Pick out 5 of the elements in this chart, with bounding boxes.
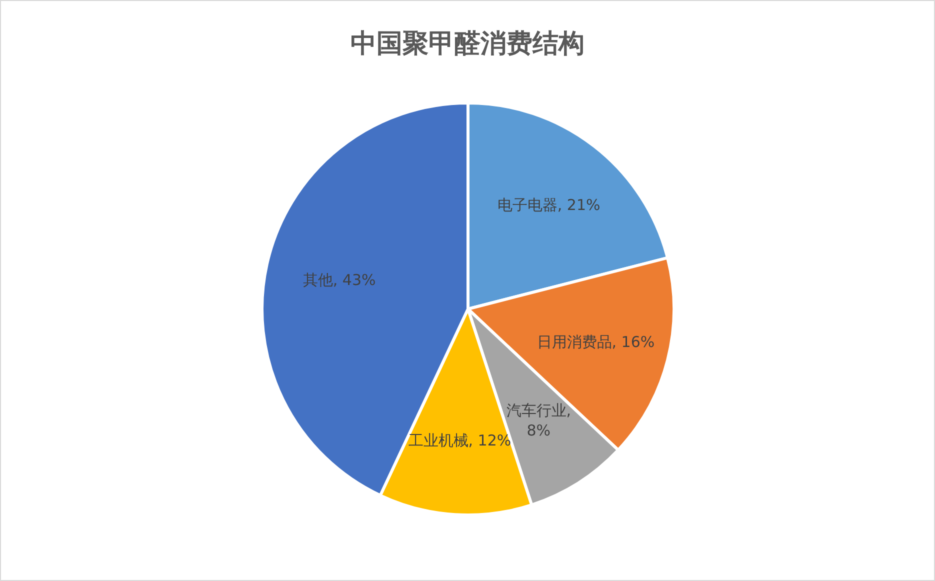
slice-label: 日用消费品, 16%	[536, 332, 655, 351]
slice-label: 工业机械, 12%	[408, 432, 512, 450]
chart-title: 中国聚甲醛消费结构	[350, 29, 584, 59]
slice-label: 其他, 43%	[302, 271, 376, 290]
slice-label: 电子电器, 21%	[497, 196, 600, 214]
